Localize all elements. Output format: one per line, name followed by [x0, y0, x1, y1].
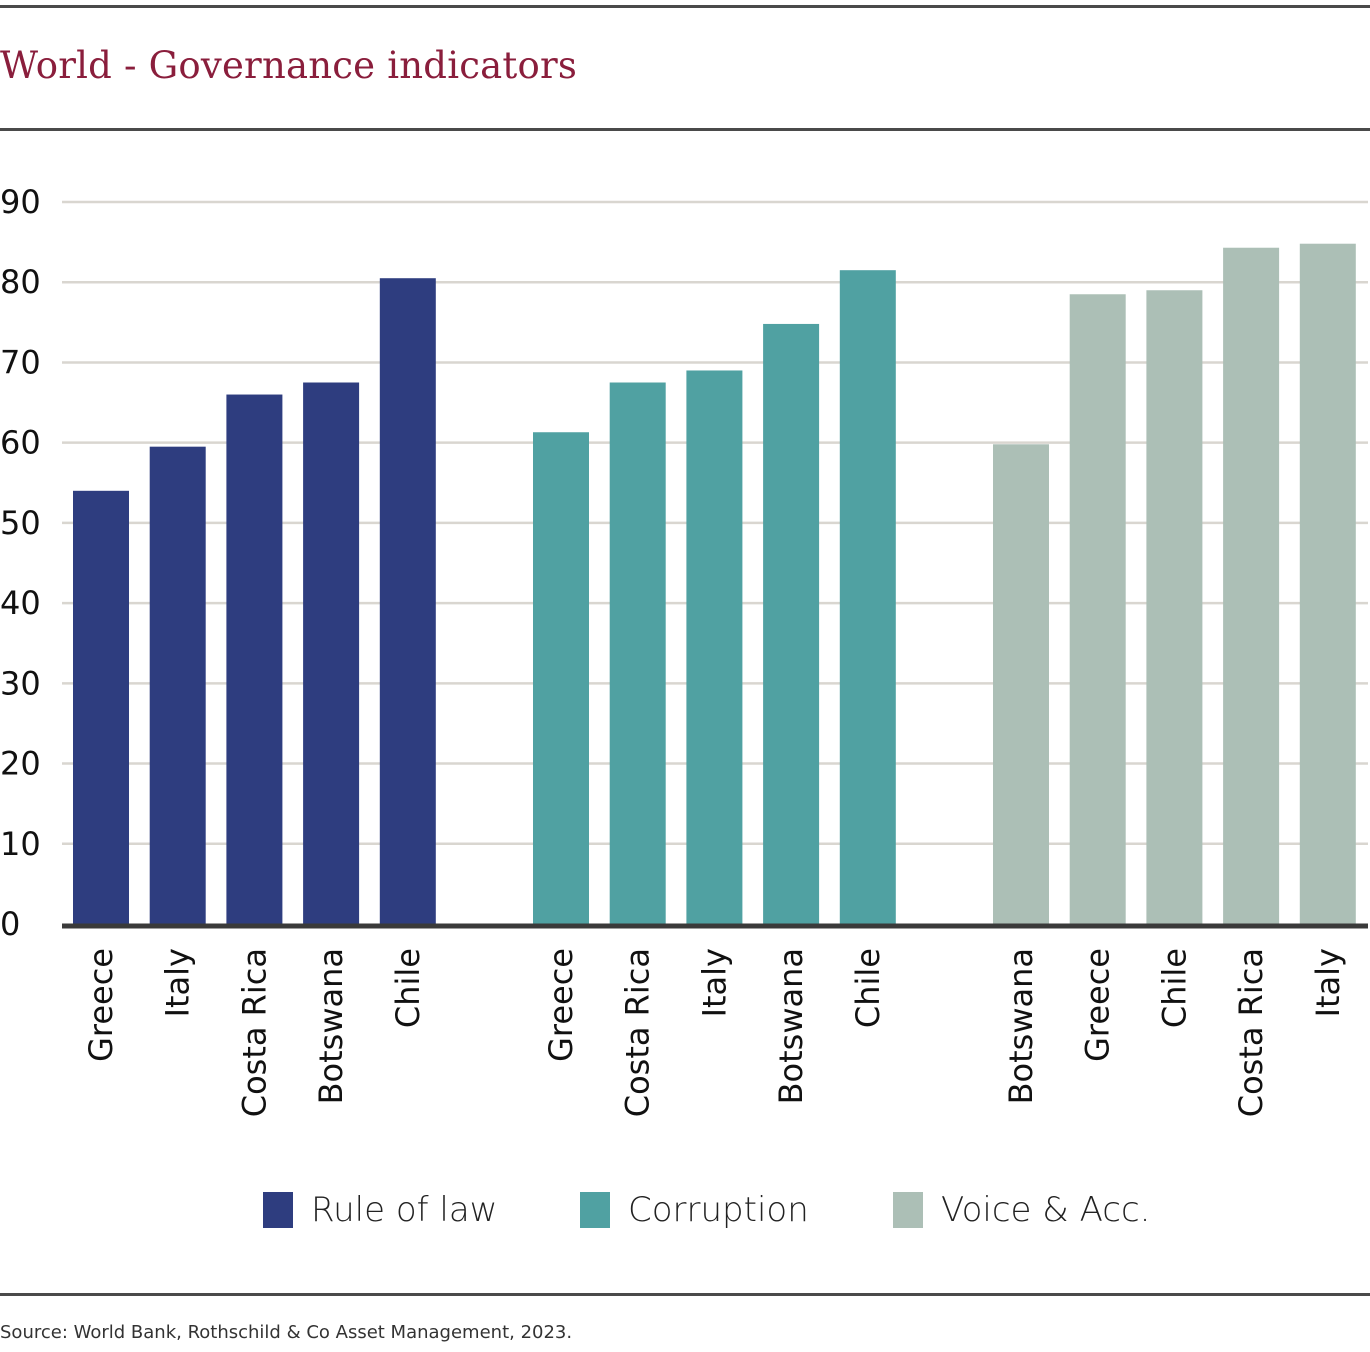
category-label: Greece: [542, 948, 580, 1062]
bar: [303, 382, 360, 924]
bar: [686, 370, 743, 924]
legend-label-rule-of-law: Rule of law: [311, 1190, 498, 1230]
legend-swatch-voice-acc: [893, 1192, 923, 1228]
bar: [1223, 247, 1280, 924]
y-tick-label: 20: [0, 745, 41, 783]
category-label: Chile: [1155, 948, 1193, 1028]
bar: [73, 490, 129, 924]
category-label: Botswana: [1002, 948, 1040, 1104]
category-label: Italy: [1309, 948, 1347, 1017]
bar: [226, 394, 283, 924]
legend-item-voice-acc: Voice & Acc.: [893, 1185, 1150, 1235]
legend-item-corruption: Corruption: [580, 1185, 809, 1235]
bar: [149, 446, 206, 924]
bars: [73, 243, 1356, 925]
y-tick-label: 10: [0, 825, 41, 863]
bar: [1299, 243, 1356, 924]
bar: [839, 270, 896, 924]
category-label: Costa Rica: [619, 948, 657, 1117]
bar: [609, 382, 666, 924]
category-label: Italy: [695, 948, 733, 1017]
legend: Rule of law Corruption Voice & Acc.: [0, 1185, 1370, 1235]
bar: [763, 323, 820, 925]
y-tick-label: 0: [0, 905, 20, 943]
category-label: Chile: [849, 948, 887, 1028]
legend-swatch-rule-of-law: [263, 1192, 293, 1228]
category-labels: Greece Italy Costa Rica Botswana Chile Greece…: [82, 948, 1347, 1117]
category-label: Costa Rica: [235, 948, 273, 1117]
top-rule: [0, 5, 1370, 8]
bar-chart: 0 10 20 30 40 50 60 70 80 90 Greece Italy Costa Ric…: [0, 183, 1368, 1117]
y-tick-label: 50: [0, 504, 41, 542]
y-tick-label: 60: [0, 424, 41, 462]
legend-swatch-corruption: [580, 1192, 610, 1228]
bar: [993, 444, 1049, 924]
category-label: Costa Rica: [1232, 948, 1270, 1117]
bar: [1146, 290, 1203, 924]
source-note: Source: World Bank, Rothschild & Co Asse…: [0, 1322, 573, 1343]
category-label: Greece: [82, 948, 120, 1062]
y-tick-label: 40: [0, 584, 41, 622]
y-tick-label: 80: [0, 263, 41, 301]
legend-label-voice-acc: Voice & Acc.: [941, 1190, 1151, 1230]
title-rule: [0, 128, 1370, 131]
bar: [533, 432, 589, 924]
legend-label-corruption: Corruption: [628, 1190, 809, 1230]
category-label: Italy: [159, 948, 197, 1017]
y-tick-label: 70: [0, 343, 41, 381]
category-label: Botswana: [772, 948, 810, 1104]
bar: [1069, 294, 1126, 924]
category-label: Chile: [389, 948, 427, 1028]
y-axis-ticks: 0 10 20 30 40 50 60 70 80 90: [0, 183, 41, 943]
y-tick-label: 30: [0, 664, 41, 702]
bottom-rule: [0, 1293, 1370, 1296]
y-tick-label: 90: [0, 183, 41, 221]
legend-item-rule-of-law: Rule of law: [263, 1185, 498, 1235]
category-label: Botswana: [312, 948, 350, 1104]
chart-title: World - Governance indicators: [0, 44, 578, 87]
category-label: Greece: [1079, 948, 1117, 1062]
bar: [379, 278, 436, 924]
